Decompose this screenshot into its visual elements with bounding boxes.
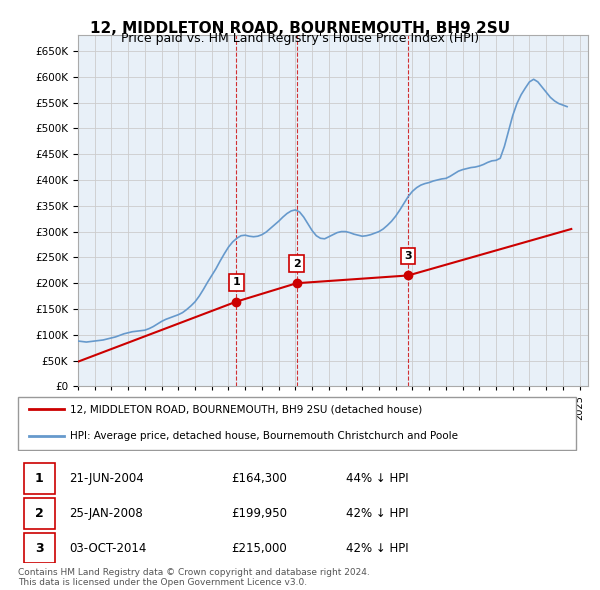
- Text: 2: 2: [293, 259, 301, 269]
- FancyBboxPatch shape: [23, 463, 55, 494]
- Text: 2: 2: [35, 507, 44, 520]
- Text: 42% ↓ HPI: 42% ↓ HPI: [346, 507, 409, 520]
- Text: 3: 3: [35, 542, 44, 555]
- Text: 12, MIDDLETON ROAD, BOURNEMOUTH, BH9 2SU: 12, MIDDLETON ROAD, BOURNEMOUTH, BH9 2SU: [90, 21, 510, 35]
- Text: 25-JAN-2008: 25-JAN-2008: [70, 507, 143, 520]
- Text: 12, MIDDLETON ROAD, BOURNEMOUTH, BH9 2SU (detached house): 12, MIDDLETON ROAD, BOURNEMOUTH, BH9 2SU…: [70, 404, 422, 414]
- FancyBboxPatch shape: [23, 498, 55, 529]
- Text: HPI: Average price, detached house, Bournemouth Christchurch and Poole: HPI: Average price, detached house, Bour…: [70, 431, 458, 441]
- Text: 44% ↓ HPI: 44% ↓ HPI: [346, 472, 409, 485]
- Text: 42% ↓ HPI: 42% ↓ HPI: [346, 542, 409, 555]
- Text: £215,000: £215,000: [231, 542, 287, 555]
- FancyBboxPatch shape: [23, 533, 55, 563]
- FancyBboxPatch shape: [18, 397, 577, 450]
- Text: Contains HM Land Registry data © Crown copyright and database right 2024.
This d: Contains HM Land Registry data © Crown c…: [18, 568, 370, 587]
- Text: 3: 3: [404, 251, 412, 261]
- Text: 03-OCT-2014: 03-OCT-2014: [70, 542, 147, 555]
- Text: 21-JUN-2004: 21-JUN-2004: [70, 472, 145, 485]
- Text: 1: 1: [35, 472, 44, 485]
- Text: £199,950: £199,950: [231, 507, 287, 520]
- Text: Price paid vs. HM Land Registry's House Price Index (HPI): Price paid vs. HM Land Registry's House …: [121, 32, 479, 45]
- Text: £164,300: £164,300: [231, 472, 287, 485]
- Text: 1: 1: [232, 277, 240, 287]
